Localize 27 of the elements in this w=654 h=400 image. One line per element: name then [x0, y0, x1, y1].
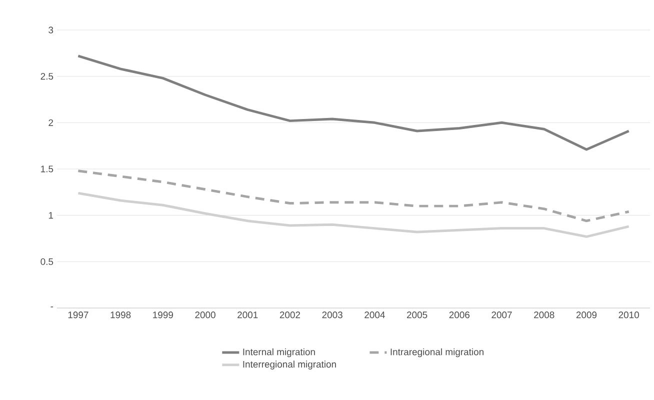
x-tick-label: 2002 [280, 312, 300, 318]
x-tick-label: 1998 [110, 312, 131, 318]
x-tick-label: 1999 [153, 312, 173, 318]
y-tick-label: 3 [48, 26, 54, 34]
line-series [76, 54, 630, 151]
x-tick-label: 2006 [449, 312, 470, 318]
legend-label: Intraregional migration [390, 348, 484, 358]
y-tick-label: 0.5 [40, 258, 54, 266]
x-tick-label: 2005 [406, 312, 428, 318]
x-tick-label: 2007 [492, 312, 512, 318]
y-tick-label: - [50, 306, 54, 308]
x-tick-label: 2000 [195, 312, 216, 318]
y-tick-label: 2.5 [40, 72, 54, 80]
x-tick-label: 2003 [322, 312, 342, 318]
line-series [76, 170, 630, 222]
x-tick-label: 2004 [364, 312, 385, 318]
x-tick-label: 2010 [618, 312, 639, 318]
y-tick-label: 2 [48, 119, 54, 126]
legend-label: Internal migration [243, 348, 315, 358]
x-tick-label: 2001 [238, 312, 258, 318]
y-tick-label: 1 [48, 212, 54, 219]
y-tick-label: 1.5 [41, 166, 54, 172]
line-series [76, 192, 630, 238]
x-tick-label: 1997 [68, 312, 88, 318]
x-tick-label: 2009 [576, 312, 597, 318]
legend-label: Interregional migration [243, 360, 336, 370]
x-tick-label: 2008 [534, 312, 554, 318]
